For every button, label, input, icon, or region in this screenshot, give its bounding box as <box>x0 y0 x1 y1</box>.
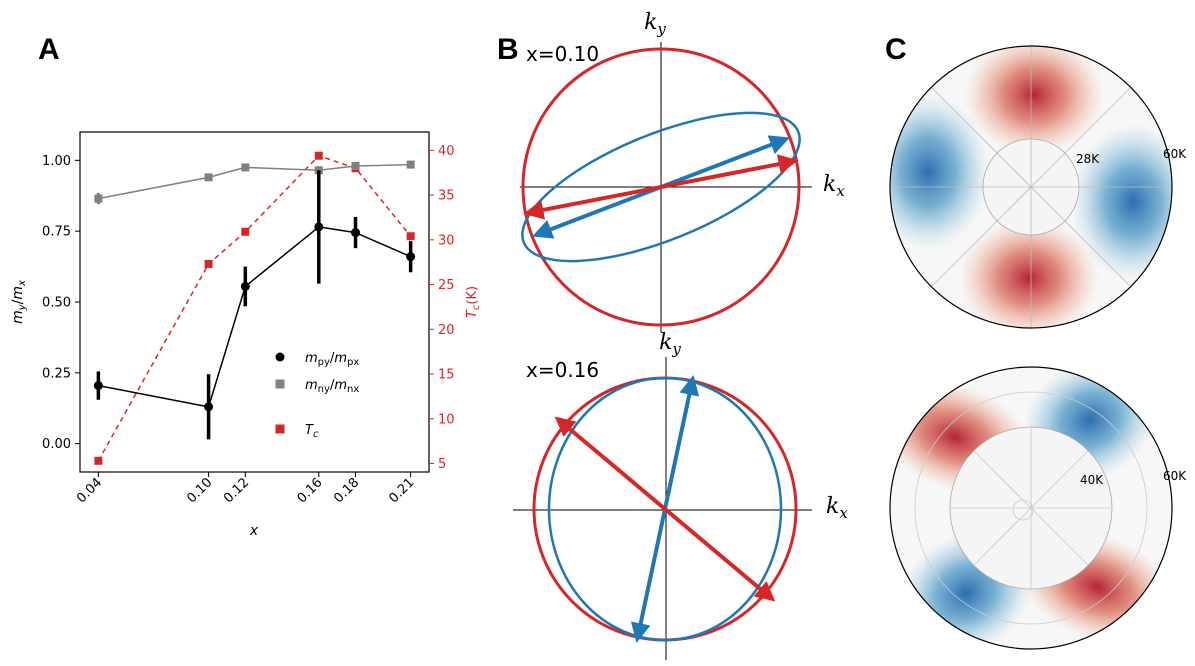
panel-label-b: B <box>497 33 519 66</box>
tc-point <box>314 151 323 160</box>
y2-tick-label: 30 <box>438 233 455 248</box>
p-point <box>240 281 250 291</box>
inner-temp-label: 40K <box>1080 473 1104 487</box>
n-point <box>204 173 213 182</box>
b-top-subplot: x=0.10 ky kx <box>520 10 845 332</box>
kx-label-top: kx <box>823 172 845 200</box>
y2-tick-label: 15 <box>438 368 455 383</box>
x-axis-label: x <box>249 523 259 539</box>
p-point <box>406 252 416 262</box>
outer-temp-label: 60K <box>1163 469 1187 483</box>
p-point <box>204 402 214 412</box>
red-double-arrow <box>554 416 776 602</box>
y-tick-label: 0.50 <box>42 296 71 311</box>
x-axis-ticks: 0.04 0.10 0.12 0.16 0.18 0.21 <box>74 472 417 506</box>
y2-tick-label: 20 <box>438 323 455 338</box>
ky-label-bottom: ky <box>659 330 681 358</box>
n-point <box>406 160 415 169</box>
legend-marker-tc <box>275 424 285 434</box>
left-axis-ticks: 0.00 0.25 0.50 0.75 1.00 <box>42 154 80 452</box>
legend-label-n: mny/mnx <box>305 378 359 395</box>
y2-tick-label: 25 <box>438 278 455 293</box>
y2-tick-label: 40 <box>438 144 455 159</box>
y-tick-label: 0.00 <box>42 437 71 452</box>
panel-b-diagram: x=0.10 ky kx x=0.16 ky kx <box>513 10 848 660</box>
n-point <box>241 163 250 172</box>
inner-temp-label: 28K <box>1076 152 1100 166</box>
plot-frame <box>79 131 430 473</box>
panel-label-c: C <box>885 33 907 66</box>
legend-label-tc: Tc <box>305 423 319 440</box>
b-bottom-label: x=0.16 <box>526 358 599 382</box>
tc-point <box>406 232 415 241</box>
right-axis-ticks: 5 10 15 20 25 30 35 40 <box>429 144 455 472</box>
tc-point <box>94 456 103 465</box>
legend-marker-p <box>275 352 285 362</box>
c-bottom-polar: 40K 60K <box>889 366 1187 650</box>
x-tick-label: 0.12 <box>221 475 252 506</box>
red-double-arrow <box>523 154 799 220</box>
x-tick-label: 0.04 <box>74 475 105 506</box>
y-axis-label: my/mx <box>10 280 28 324</box>
red-lobe <box>959 218 1099 328</box>
y-tick-label: 0.75 <box>42 225 71 240</box>
x-tick-label: 0.16 <box>295 475 326 506</box>
panel-label-a: A <box>38 33 60 66</box>
legend-label-p: mpy/mpx <box>305 351 359 368</box>
tc-point <box>204 259 213 268</box>
panel-a-chart: 0.00 0.25 0.50 0.75 1.00 5 10 15 20 25 30 35 40 0.0… <box>10 131 482 539</box>
y2-axis-label: Tc(K) <box>465 286 482 318</box>
x-tick-label: 0.10 <box>184 475 215 506</box>
legend: mpy/mpx mny/mnx Tc <box>275 351 359 440</box>
p-point <box>314 222 324 232</box>
outer-temp-label: 60K <box>1163 147 1187 161</box>
tc-point <box>241 227 250 236</box>
x-tick-label: 0.21 <box>386 475 417 506</box>
blue-lobe <box>890 94 990 250</box>
panel-c-polar-maps: 28K 60K 40K 60K <box>889 45 1187 650</box>
ky-label-top: ky <box>644 10 666 38</box>
y-tick-label: 1.00 <box>42 154 71 169</box>
n-point <box>351 162 360 170</box>
fermi-circle-red <box>521 47 801 327</box>
p-point <box>351 228 361 238</box>
red-lobe <box>964 46 1104 155</box>
n-point <box>94 194 103 203</box>
legend-marker-n <box>275 379 285 389</box>
y-tick-label: 0.25 <box>42 366 71 381</box>
series-layer <box>93 151 416 465</box>
tc-series-line <box>97 154 412 462</box>
x-tick-label: 0.18 <box>331 475 362 506</box>
b-bottom-subplot: x=0.16 ky kx <box>513 330 848 660</box>
p-series-line <box>98 226 411 408</box>
p-point <box>93 381 103 391</box>
y2-tick-label: 35 <box>438 189 455 204</box>
b-top-label: x=0.10 <box>526 42 599 66</box>
y2-tick-label: 10 <box>438 412 455 427</box>
kx-label-bottom: kx <box>826 494 848 522</box>
c-top-polar: 28K 60K <box>889 45 1187 329</box>
y2-tick-label: 5 <box>438 457 446 472</box>
n-series-line <box>98 163 411 200</box>
